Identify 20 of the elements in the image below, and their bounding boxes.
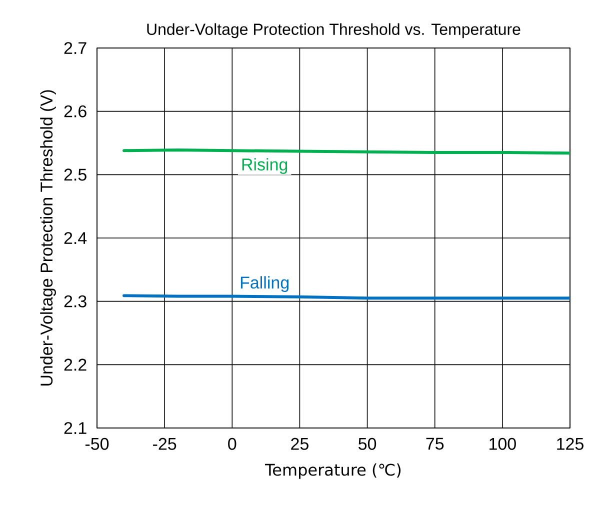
x-tick-label: 125 — [557, 438, 584, 450]
y-tick-label: 2.3 — [64, 295, 86, 308]
y-tick-label: 2.1 — [64, 422, 86, 434]
series-label: Rising — [242, 158, 288, 174]
x-tick-label: 0 — [228, 438, 236, 450]
y-tick-label: 2.2 — [64, 358, 86, 371]
y-tick-label: 2.4 — [64, 232, 87, 244]
y-tick-label: 2.5 — [64, 168, 86, 181]
x-tick-label: -25 — [153, 438, 176, 450]
y-axis-title: Under-Voltage Protection Threshold (V) — [40, 90, 56, 386]
x-axis-title: Temperature (℃) — [265, 463, 401, 479]
x-tick-label: 75 — [426, 438, 444, 450]
chart-title: Under-Voltage Protection Threshold vs. Temperature — [147, 23, 520, 38]
y-tick-label: 2.7 — [64, 42, 86, 54]
series-label: Falling — [240, 276, 289, 292]
x-tick-label: 50 — [358, 438, 376, 450]
y-tick-label: 2.6 — [64, 105, 86, 118]
x-tick-label: 25 — [291, 438, 308, 450]
x-tick-label: -50 — [85, 438, 109, 450]
x-tick-label: 100 — [490, 438, 516, 450]
